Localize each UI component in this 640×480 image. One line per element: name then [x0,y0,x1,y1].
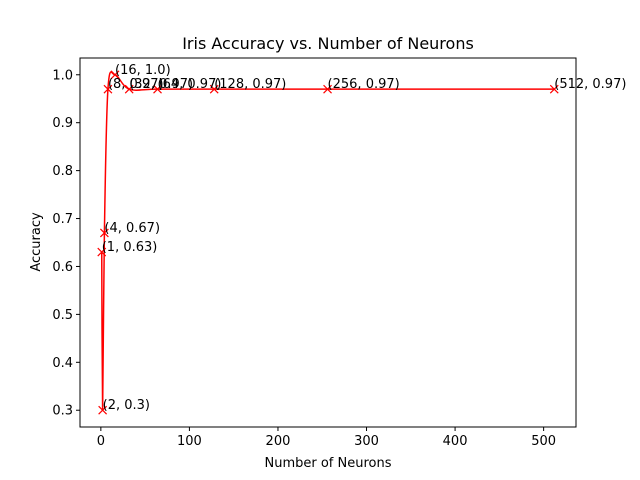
y-tick-label: 0.4 [52,356,73,371]
y-tick-label: 0.5 [52,308,73,323]
plot-frame [79,57,577,428]
data-label: (32, 0.97) [129,77,193,92]
data-point [209,84,219,94]
y-tick-label: 0.7 [52,212,73,227]
chart-title: Iris Accuracy vs. Number of Neurons [182,34,474,53]
y-tick-label: 0.8 [52,164,73,179]
x-tick-label: 300 [354,434,379,449]
y-tick-label: 0.9 [52,116,73,131]
x-tick-label: 500 [531,434,556,449]
y-tick-label: 0.3 [52,404,73,419]
y-tick-label: 0.6 [52,260,73,275]
data-point [110,70,120,80]
data-label: (256, 0.97) [328,77,400,92]
data-label: (64, 0.97) [158,77,222,92]
data-point [103,84,113,94]
data-point [124,84,134,94]
data-label: (8, 0.97) [108,77,164,92]
data-point [323,84,332,94]
data-point [97,247,107,257]
x-tick-label: 0 [97,434,105,449]
data-label: (4, 0.67) [104,221,160,236]
data-label: (1, 0.63) [102,240,158,255]
data-label: (128, 0.97) [214,77,286,92]
data-label: (2, 0.3) [103,398,150,413]
data-label: (16, 1.0) [115,63,171,78]
y-axis-label: Accuracy [29,212,44,272]
x-axis-label: Number of Neurons [264,456,391,471]
data-point [549,84,559,94]
data-label: (512, 0.97) [554,77,626,92]
x-tick-label: 400 [443,434,468,449]
x-tick-label: 200 [266,434,291,449]
data-point [98,405,108,415]
plot-area: (1, 0.63) (2, 0.3) (4, 0.67) (8, 0.97)(16, … [52,57,626,449]
data-point [99,228,109,238]
data-point [153,84,162,94]
y-tick-label: 1.0 [52,68,73,83]
x-tick-label: 100 [177,434,202,449]
